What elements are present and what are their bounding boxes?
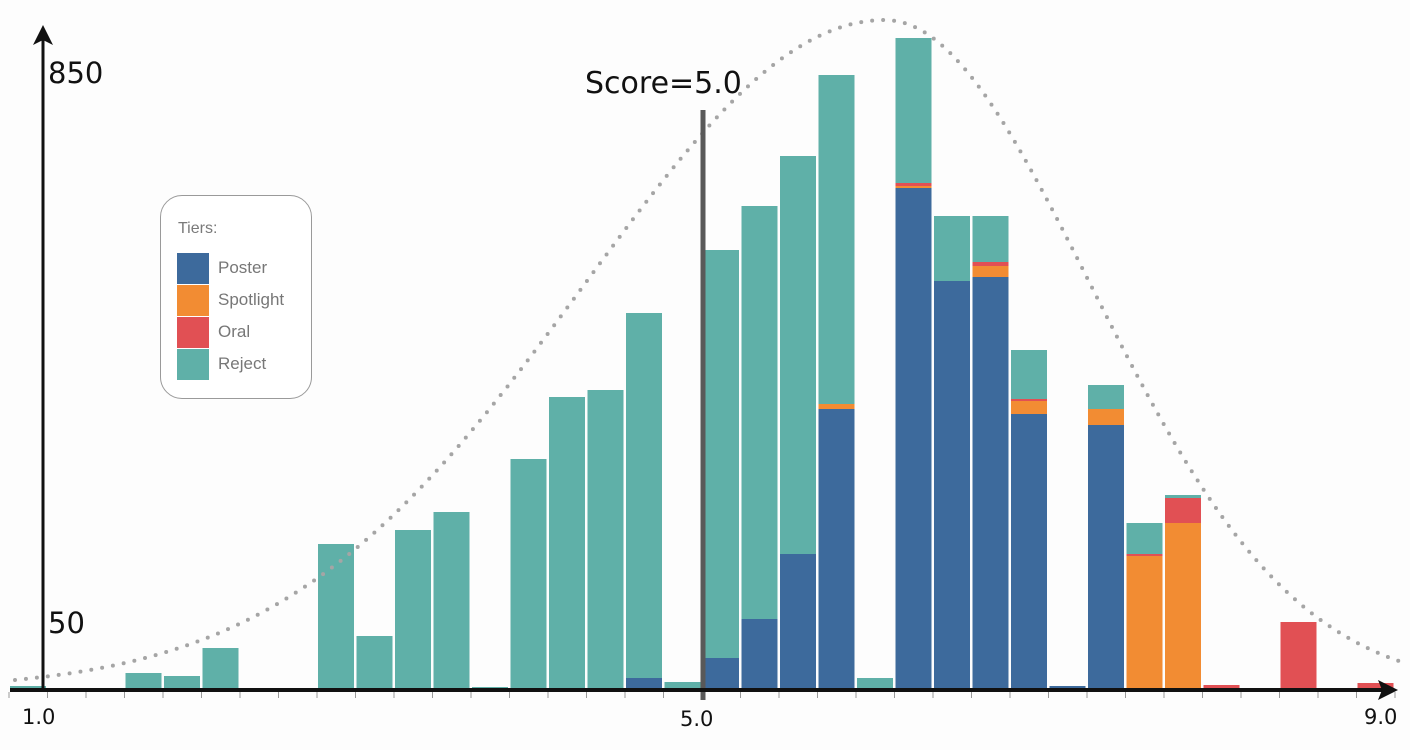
bar-segment-reject (164, 676, 200, 689)
legend-label: Spotlight (218, 290, 285, 309)
bar-segment-oral (1011, 399, 1047, 401)
y-low-label: 50 (48, 606, 85, 640)
bar-segment-reject (395, 530, 431, 689)
bar-segment-reject (510, 459, 547, 689)
bar-segment-reject (1126, 523, 1163, 554)
y-top-label: 850 (48, 56, 104, 90)
bar-segment-reject (1088, 385, 1124, 409)
legend-item-poster: Poster (177, 252, 267, 284)
poster-swatch (177, 252, 209, 284)
reject-swatch (177, 348, 209, 380)
bar-segment-reject (857, 678, 893, 689)
bar-segment-reject (818, 75, 855, 404)
bar-segment-spotlight (895, 186, 932, 188)
bar-segment-reject (972, 216, 1009, 262)
bar-segment-reject (10, 686, 46, 689)
bar-segment-spotlight (1088, 409, 1124, 425)
bar-segment-reject (356, 636, 393, 689)
bar-segment-spotlight (972, 266, 1009, 277)
bar-segment-poster (895, 188, 932, 689)
bar-segment-reject (318, 544, 354, 689)
bar-segment-poster (703, 658, 739, 689)
bar-segment-oral (1165, 498, 1201, 523)
bar-segment-reject (626, 313, 662, 678)
bar-segment-oral (1280, 622, 1317, 689)
legend-item-oral: Oral (177, 316, 250, 348)
bar-segment-spotlight (1126, 555, 1163, 689)
legend-label: Oral (218, 322, 251, 341)
spotlight-swatch (177, 284, 209, 316)
bar-segment-reject (1011, 350, 1047, 399)
legend-item-reject: Reject (177, 348, 266, 380)
legend-label: Reject (218, 354, 267, 373)
bar-segment-reject (934, 216, 970, 281)
bar-segment-spotlight (1165, 523, 1201, 689)
bar-segment-reject (703, 250, 739, 658)
legend-label: Poster (218, 258, 268, 277)
bar-segment-reject (587, 390, 624, 689)
threshold-annotation: Score=5.0 (585, 66, 742, 101)
bar-segment-oral (1357, 683, 1394, 689)
legend-item-spotlight: Spotlight (177, 284, 284, 316)
bar-segment-oral (1126, 554, 1163, 556)
bar-segment-spotlight (818, 404, 855, 409)
bar-segment-poster (934, 281, 970, 689)
bar-segment-poster (780, 554, 816, 689)
distribution-curve (13, 17, 1402, 682)
oral-swatch (177, 316, 209, 348)
legend: Tiers: Poster Spotlight Oral Reject (160, 195, 312, 399)
x-axis-arrow-icon (1378, 680, 1398, 700)
bar-segment-reject (1165, 495, 1201, 498)
x-ticks (8, 692, 1396, 698)
bar-segment-reject (549, 397, 585, 689)
bar-segment-poster (818, 409, 855, 689)
bar-segment-poster (741, 619, 778, 689)
bar-segment-reject (202, 648, 239, 689)
x-right-label: 9.0 (1364, 705, 1398, 729)
bar-segment-poster (1011, 414, 1047, 689)
bar-segment-poster (972, 277, 1009, 689)
bar-segment-poster (1088, 425, 1124, 689)
bar-segment-oral (895, 183, 932, 186)
legend-title: Tiers: (178, 220, 218, 237)
bars-group (10, 38, 1394, 690)
bar-segment-reject (125, 673, 162, 689)
bar-segment-reject (741, 206, 778, 619)
bar-segment-oral (972, 262, 1009, 266)
bar-segment-poster (1049, 686, 1086, 689)
bar-segment-reject (433, 512, 470, 689)
x-left-label: 1.0 (22, 705, 56, 729)
bar-segment-reject (895, 38, 932, 183)
bar-segment-reject (664, 682, 701, 689)
bar-segment-reject (780, 156, 816, 554)
bar-segment-oral (1203, 685, 1240, 689)
bar-segment-spotlight (1011, 401, 1047, 414)
y-axis-arrow-icon (33, 25, 53, 45)
x-mid-label: 5.0 (680, 707, 714, 731)
bar-segment-poster (626, 678, 662, 689)
